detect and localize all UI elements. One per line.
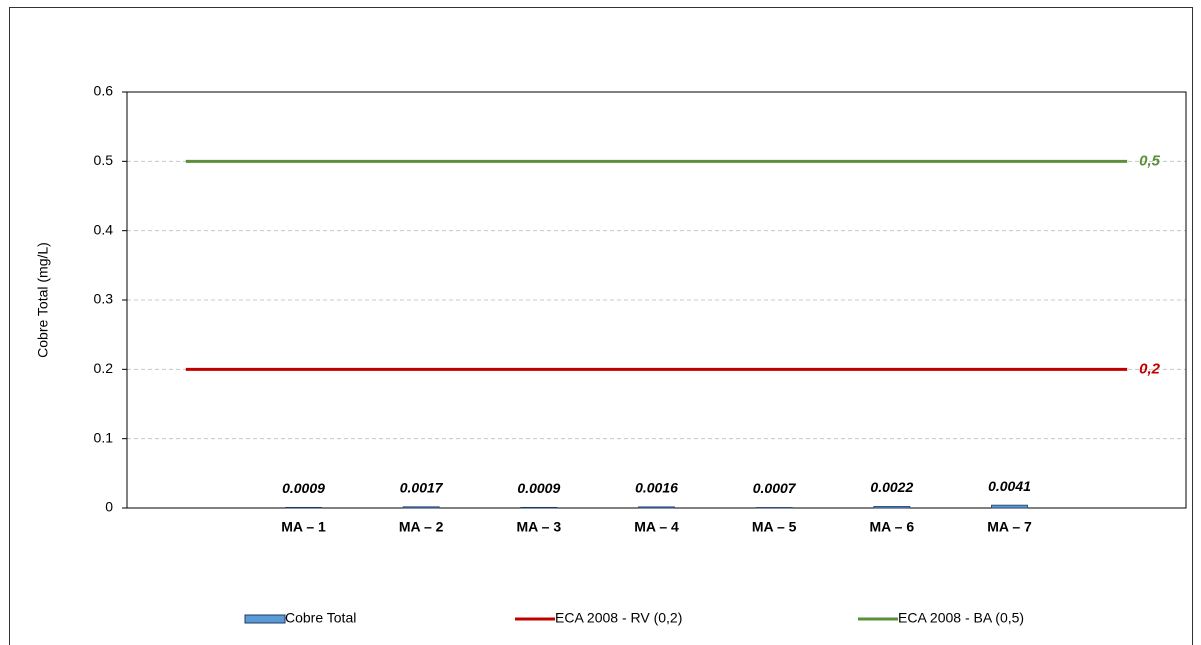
y-tick-label: 0.5 [94,152,114,168]
y-tick-label: 0.6 [94,83,114,99]
data-label: 0.0009 [517,480,560,496]
data-label: 0.0022 [870,479,913,495]
y-tick-label: 0.2 [94,360,114,376]
x-tick-label: MA – 7 [987,519,1032,535]
x-tick-label: MA – 3 [517,519,562,535]
line-label: 0,5 [1139,152,1161,169]
bar [285,506,322,509]
bar [991,504,1028,509]
bar [402,506,440,509]
data-label: 0.0016 [635,480,678,496]
x-tick-label: MA – 1 [281,519,326,535]
y-tick-label: 0.3 [94,291,114,307]
y-tick-label: 0.4 [94,221,114,237]
legend-label: Cobre Total [285,610,356,626]
legend-label: ECA 2008 - BA (0,5) [898,610,1024,626]
bar [638,506,675,509]
y-tick-label: 0.1 [94,429,114,445]
data-label: 0.0017 [400,480,444,496]
x-tick-label: MA – 4 [634,519,679,535]
legend-swatch [244,614,286,624]
data-label: 0.0041 [988,478,1031,494]
legend-label: ECA 2008 - RV (0,2) [555,610,682,626]
x-tick-label: MA – 6 [870,519,915,535]
x-tick-label: MA – 5 [752,519,797,535]
data-label: 0.0007 [753,480,797,496]
line-label: 0,2 [1139,360,1161,377]
chart-border [9,7,1193,645]
bar [520,506,558,509]
data-label: 0.0009 [282,480,325,496]
bar [873,506,911,509]
y-axis-label: Cobre Total (mg/L) [35,242,51,358]
y-tick-label: 0 [105,499,113,515]
x-tick-label: MA – 2 [399,519,444,535]
